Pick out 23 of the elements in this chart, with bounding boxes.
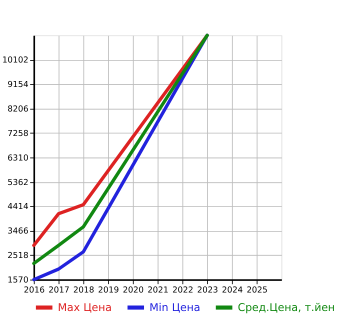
y-tick-label: 4414 bbox=[7, 201, 28, 212]
legend-label: Сред.Цена, т.йен bbox=[238, 300, 335, 314]
x-tick-label: 2025 bbox=[246, 284, 268, 294]
x-tick-label: 2023 bbox=[197, 284, 218, 294]
y-tick-label: 10102 bbox=[2, 54, 28, 65]
y-tick-label: 5362 bbox=[7, 176, 28, 187]
legend-label: Min Цена bbox=[149, 300, 200, 314]
y-tick-label: 8206 bbox=[7, 104, 28, 114]
x-tick-label: 2019 bbox=[98, 284, 120, 294]
x-tick-label: 2020 bbox=[122, 284, 144, 294]
y-tick-label: 7258 bbox=[7, 128, 28, 138]
legend-label: Max Цена bbox=[58, 300, 112, 314]
x-tick-label: 2021 bbox=[148, 284, 169, 294]
x-tick-label: 2022 bbox=[172, 284, 194, 294]
x-tick-label: 2016 bbox=[24, 284, 45, 294]
x-tick-label: 2017 bbox=[48, 284, 70, 294]
y-tick-label: 1570 bbox=[7, 274, 28, 285]
y-tick-label: 6310 bbox=[7, 152, 28, 162]
y-tick-label: 2518 bbox=[7, 250, 28, 260]
y-tick-label: 9154 bbox=[7, 79, 28, 90]
x-tick-label: 2024 bbox=[222, 284, 243, 294]
x-tick-label: 2018 bbox=[73, 284, 94, 294]
y-tick-label: 3466 bbox=[7, 226, 28, 236]
